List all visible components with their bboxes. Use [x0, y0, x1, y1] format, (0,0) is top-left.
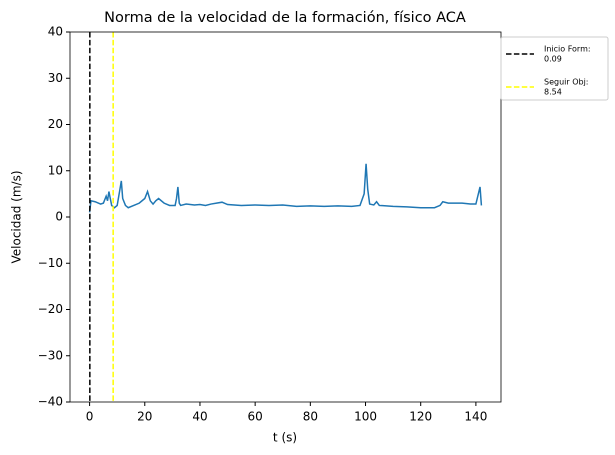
x-tick-label: 80 [303, 410, 318, 424]
chart-title: Norma de la velocidad de la formación, f… [104, 10, 466, 26]
y-tick-label: 20 [48, 117, 63, 131]
x-tick-label: 20 [137, 410, 152, 424]
y-axis-label: Velocidad (m/s) [10, 170, 24, 263]
y-tick-label: 30 [48, 71, 63, 85]
y-tick-label: 40 [48, 25, 63, 39]
data-line [88, 163, 483, 213]
x-tick-label: 40 [192, 410, 207, 424]
x-tick-label: 120 [409, 410, 432, 424]
x-tick-label: 60 [248, 410, 263, 424]
x-tick-label: 100 [354, 410, 377, 424]
x-axis-label: t (s) [273, 431, 297, 445]
x-tick-label: 140 [464, 410, 487, 424]
y-tick-label: 0 [55, 210, 63, 224]
legend-value: 8.54 [544, 88, 562, 97]
y-tick-label: −20 [38, 302, 63, 316]
legend-label: Inicio Form: [544, 45, 591, 54]
legend-label: Seguir Obj: [544, 78, 589, 87]
x-tick-label: 0 [86, 410, 94, 424]
legend-value: 0.09 [544, 55, 562, 64]
legend-box [500, 36, 609, 101]
y-tick-label: −30 [38, 348, 63, 362]
axes-frame [69, 31, 502, 403]
y-tick-label: −10 [38, 256, 63, 270]
y-tick-label: 10 [48, 163, 63, 177]
y-tick-label: −40 [38, 395, 63, 409]
